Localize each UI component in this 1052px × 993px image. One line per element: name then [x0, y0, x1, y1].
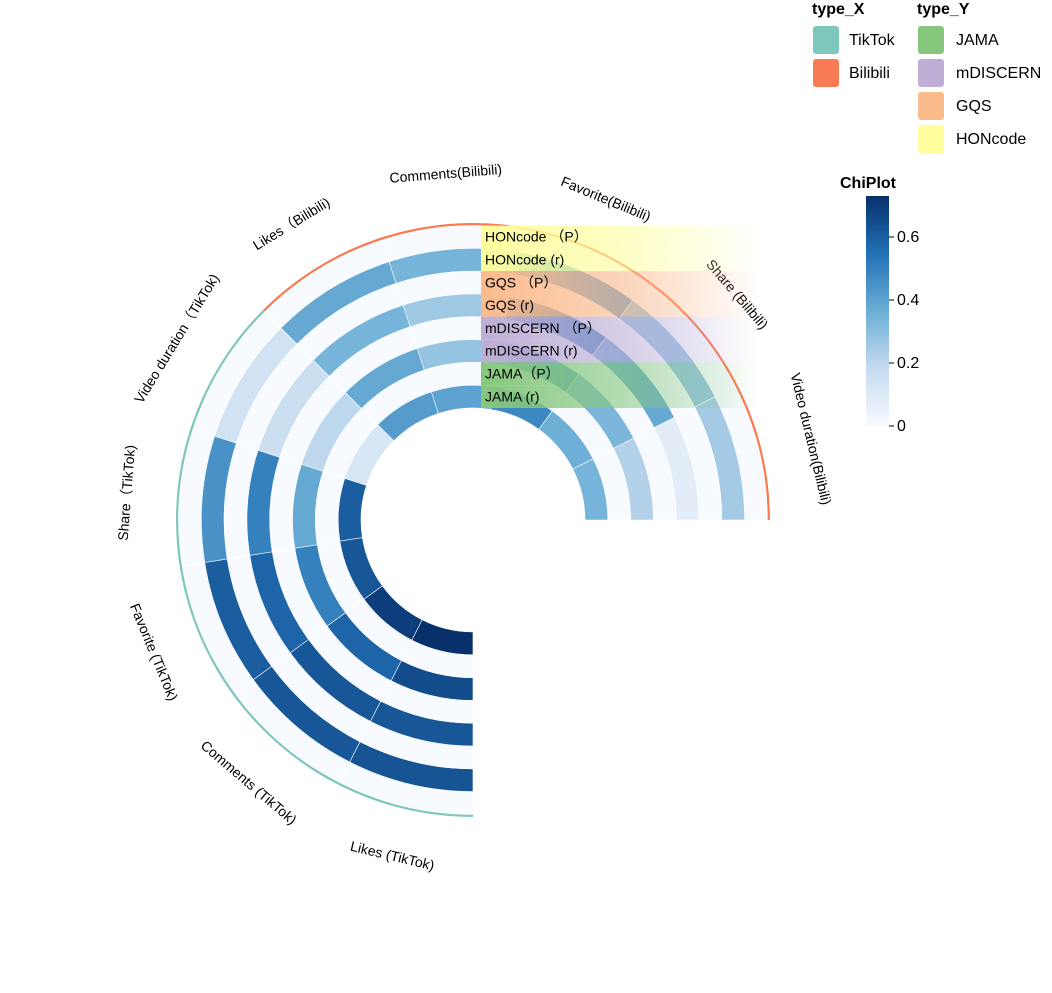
colorbar-tick-label: 0.2 [897, 355, 919, 372]
column-label-favorite-tiktok: Favorite (TikTok) [127, 601, 181, 703]
legend-x-title: type_X [812, 1, 865, 18]
legend-y-label-gqs: GQS [956, 98, 992, 115]
legend-x-label-bilibili: Bilibili [849, 65, 890, 82]
legend-x-label-tiktok: TikTok [849, 32, 896, 49]
legend-y-swatch-gqs [918, 92, 944, 120]
legend-type-y: type_Y JAMA mDISCERN GQS HONcode [917, 1, 1041, 153]
column-label-comments-bilibili: Comments(Bilibili) [389, 161, 503, 186]
row-label-mdiscern-p: mDISCERN （P） [485, 320, 601, 336]
legend-type-x: type_X TikTok Bilibili [812, 1, 896, 87]
row-band-mdiscern-r [481, 339, 761, 363]
legend-x-swatch-bilibili [813, 59, 839, 87]
column-label-likes-bilibili: Likes（Bilibili) [250, 194, 333, 253]
legend-x-swatch-tiktok [813, 26, 839, 54]
colorbar-gradient [866, 196, 889, 426]
column-label-likes-tiktok: Likes (TikTok) [349, 838, 436, 874]
colorbar-tick-label: 0.4 [897, 292, 919, 309]
legend-y-swatch-honcode [918, 125, 944, 153]
heat-cell [572, 458, 609, 521]
row-band-mdiscern-p [481, 316, 761, 340]
colorbar: ChiPlot 0 0.2 0.4 0.6 [840, 175, 919, 435]
row-band-jama-r [481, 385, 761, 408]
row-label-gqs-p: GQS （P） [485, 274, 557, 290]
row-band-gqs-r [481, 294, 761, 317]
row-band-honcode-p [481, 225, 761, 249]
row-label-gqs-r: GQS (r) [485, 297, 534, 313]
legend-y-label-mdiscern: mDISCERN [956, 65, 1041, 82]
row-band-jama-p [481, 362, 761, 386]
row-labels: HONcode （P） HONcode (r) GQS （P） GQS (r) mDIS… [481, 225, 761, 408]
column-label-video-duration-bilibili: Video duration(Bilibili) [788, 371, 835, 506]
row-band-gqs-p [481, 271, 761, 294]
colorbar-tick-label: 0 [897, 418, 906, 435]
column-label-favorite-bilibili: Favorite(Bilibili) [559, 173, 654, 224]
legend-y-swatch-mdiscern [918, 59, 944, 87]
column-label-comments-tiktok: Comments (TikTok) [198, 737, 300, 828]
column-label-share-tiktok: Share（TikTok) [115, 444, 138, 541]
row-label-jama-p: JAMA（P） [485, 366, 560, 382]
legend-y-swatch-jama [918, 26, 944, 54]
legend-y-title: type_Y [917, 1, 970, 18]
row-label-jama-r: JAMA (r) [485, 388, 539, 404]
heat-cell [337, 477, 367, 542]
colorbar-tick-label: 0.6 [897, 229, 919, 246]
row-label-mdiscern-r: mDISCERN (r) [485, 343, 578, 359]
row-label-honcode-p: HONcode （P） [485, 229, 588, 245]
row-label-honcode-r: HONcode (r) [485, 252, 564, 268]
legend-y-label-honcode: HONcode [956, 131, 1026, 148]
row-band-honcode-r [481, 248, 761, 272]
legend-y-label-jama: JAMA [956, 32, 999, 49]
colorbar-title: ChiPlot [840, 175, 897, 192]
